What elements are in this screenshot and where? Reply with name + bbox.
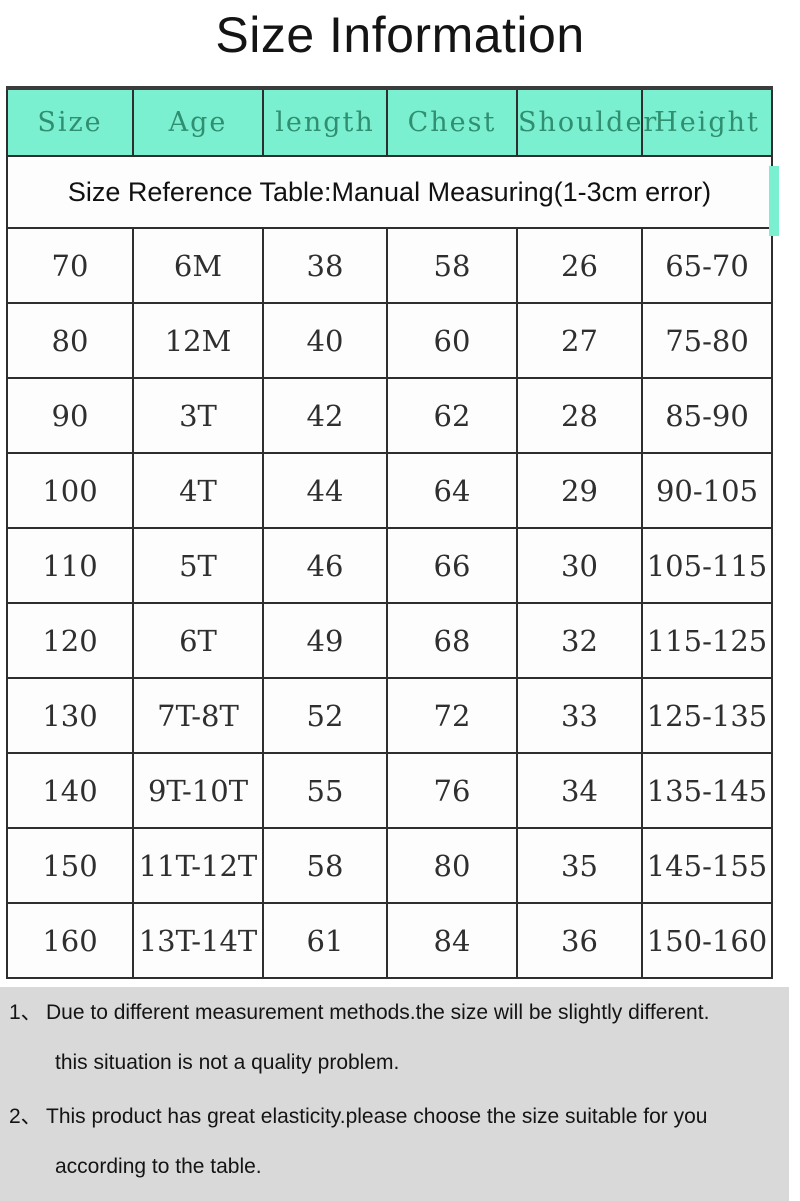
note-2-line-2: according to the table. xyxy=(0,1153,789,1181)
note-2-line-1: 2、 This product has great elasticity.ple… xyxy=(0,1103,789,1131)
cell-length: 38 xyxy=(262,227,388,304)
cell-length: 42 xyxy=(262,377,388,454)
table-row: 90 3T 42 62 28 85-90 xyxy=(6,377,773,454)
cell-shoulder: 32 xyxy=(516,602,643,679)
column-header-age: Age xyxy=(132,87,264,157)
cell-age: 6T xyxy=(132,602,264,679)
cell-height: 150-160 xyxy=(641,902,773,979)
cell-shoulder: 33 xyxy=(516,677,643,754)
column-header-height: Height xyxy=(641,87,773,157)
note-1-number: 1、 xyxy=(9,1001,42,1024)
cell-height: 65-70 xyxy=(641,227,773,304)
column-header-shoulder: Shoulder xyxy=(516,87,656,157)
cell-age: 9T-10T xyxy=(132,752,264,829)
note-1-line-2: this situation is not a quality problem. xyxy=(0,1049,789,1077)
cell-size: 120 xyxy=(6,602,134,679)
cell-age: 11T-12T xyxy=(132,827,264,904)
table-caption: Size Reference Table:Manual Measuring(1-… xyxy=(6,155,773,229)
note-2-text-continued: according to the table. xyxy=(55,1155,262,1178)
cell-shoulder: 28 xyxy=(516,377,643,454)
note-1-text-continued: this situation is not a quality problem. xyxy=(55,1051,400,1074)
table-row: 140 9T-10T 55 76 34 135-145 xyxy=(6,752,773,829)
cell-size: 160 xyxy=(6,902,134,979)
cell-age: 5T xyxy=(132,527,264,604)
cell-chest: 84 xyxy=(386,902,518,979)
cell-chest: 64 xyxy=(386,452,518,529)
cell-length: 61 xyxy=(262,902,388,979)
cell-shoulder: 29 xyxy=(516,452,643,529)
cell-size: 70 xyxy=(6,227,134,304)
cell-height: 115-125 xyxy=(641,602,773,679)
cell-height: 105-115 xyxy=(641,527,773,604)
cell-chest: 80 xyxy=(386,827,518,904)
cell-height: 75-80 xyxy=(641,302,773,379)
cell-size: 110 xyxy=(6,527,134,604)
table-row: 130 7T-8T 52 72 33 125-135 xyxy=(6,677,773,754)
caption-row: Size Reference Table:Manual Measuring(1-… xyxy=(6,155,773,229)
table-row: 100 4T 44 64 29 90-105 xyxy=(6,452,773,529)
cell-age: 6M xyxy=(132,227,264,304)
note-1-line-1: 1、 Due to different measurement methods.… xyxy=(0,999,789,1027)
cell-length: 40 xyxy=(262,302,388,379)
cell-shoulder: 36 xyxy=(516,902,643,979)
table-row: 70 6M 38 58 26 65-70 xyxy=(6,227,773,304)
header-row: Size Age length Chest Shoulder Height xyxy=(6,87,773,157)
cell-age: 13T-14T xyxy=(132,902,264,979)
cell-shoulder: 30 xyxy=(516,527,643,604)
header-bleed-artifact xyxy=(769,166,779,236)
column-header-size: Size xyxy=(6,87,134,157)
column-header-chest: Chest xyxy=(386,87,518,157)
cell-shoulder: 35 xyxy=(516,827,643,904)
cell-length: 49 xyxy=(262,602,388,679)
cell-age: 7T-8T xyxy=(132,677,264,754)
cell-age: 3T xyxy=(132,377,264,454)
note-1-text: Due to different measurement methods.the… xyxy=(46,1001,710,1024)
cell-age: 4T xyxy=(132,452,264,529)
cell-chest: 68 xyxy=(386,602,518,679)
cell-chest: 60 xyxy=(386,302,518,379)
table-row: 80 12M 40 60 27 75-80 xyxy=(6,302,773,379)
cell-size: 150 xyxy=(6,827,134,904)
cell-length: 44 xyxy=(262,452,388,529)
size-table-section: Size Reference Table:Manual Measuring(1-… xyxy=(0,86,800,979)
cell-height: 125-135 xyxy=(641,677,773,754)
cell-size: 100 xyxy=(6,452,134,529)
table-row: 110 5T 46 66 30 105-115 xyxy=(6,527,773,604)
cell-age: 12M xyxy=(132,302,264,379)
table-row: 160 13T-14T 61 84 36 150-160 xyxy=(6,902,773,979)
note-2-number: 2、 xyxy=(9,1105,42,1128)
cell-chest: 76 xyxy=(386,752,518,829)
cell-height: 135-145 xyxy=(641,752,773,829)
cell-shoulder: 26 xyxy=(516,227,643,304)
cell-shoulder: 34 xyxy=(516,752,643,829)
cell-size: 80 xyxy=(6,302,134,379)
cell-length: 46 xyxy=(262,527,388,604)
cell-size: 130 xyxy=(6,677,134,754)
table-row: 150 11T-12T 58 80 35 145-155 xyxy=(6,827,773,904)
size-reference-table: Size Reference Table:Manual Measuring(1-… xyxy=(6,86,773,979)
cell-length: 58 xyxy=(262,827,388,904)
cell-shoulder: 27 xyxy=(516,302,643,379)
page-title: Size Information xyxy=(215,7,585,63)
note-2-text: This product has great elasticity.please… xyxy=(46,1105,708,1128)
cell-length: 52 xyxy=(262,677,388,754)
cell-height: 85-90 xyxy=(641,377,773,454)
cell-chest: 66 xyxy=(386,527,518,604)
cell-chest: 58 xyxy=(386,227,518,304)
cell-height: 145-155 xyxy=(641,827,773,904)
column-header-length: length xyxy=(262,87,388,157)
cell-size: 90 xyxy=(6,377,134,454)
cell-height: 90-105 xyxy=(641,452,773,529)
notes-section: 1、 Due to different measurement methods.… xyxy=(0,987,789,1201)
cell-size: 140 xyxy=(6,752,134,829)
cell-chest: 72 xyxy=(386,677,518,754)
table-row: 120 6T 49 68 32 115-125 xyxy=(6,602,773,679)
cell-chest: 62 xyxy=(386,377,518,454)
cell-length: 55 xyxy=(262,752,388,829)
